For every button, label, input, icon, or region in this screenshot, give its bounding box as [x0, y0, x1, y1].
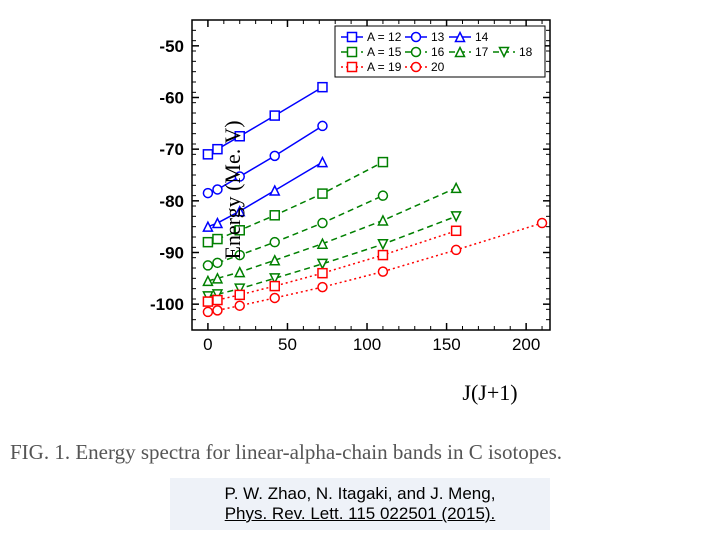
svg-text:A = 15: A = 15 [367, 45, 402, 59]
svg-text:18: 18 [519, 45, 533, 59]
svg-text:20: 20 [431, 60, 445, 74]
svg-text:-80: -80 [159, 192, 184, 211]
citation-authors: P. W. Zhao, N. Itagaki, and J. Meng, [225, 484, 496, 504]
citation-journal: Phys. Rev. Lett. 115 022501 (2015). [225, 504, 496, 524]
svg-text:A = 19: A = 19 [367, 60, 402, 74]
svg-text:-60: -60 [159, 89, 184, 108]
svg-text:200: 200 [512, 335, 540, 354]
citation-box: P. W. Zhao, N. Itagaki, and J. Meng, Phy… [170, 478, 550, 530]
chart-svg: 050100150200-100-90-80-70-60-50A = 12131… [140, 10, 560, 400]
svg-text:150: 150 [432, 335, 460, 354]
svg-text:-100: -100 [150, 295, 184, 314]
svg-text:14: 14 [475, 30, 489, 44]
svg-text:17: 17 [475, 45, 489, 59]
svg-text:-90: -90 [159, 244, 184, 263]
svg-text:16: 16 [431, 45, 445, 59]
svg-text:0: 0 [203, 335, 212, 354]
x-axis-label: J(J+1) [462, 380, 517, 406]
energy-chart: 050100150200-100-90-80-70-60-50A = 12131… [140, 10, 560, 360]
svg-text:100: 100 [353, 335, 381, 354]
svg-text:50: 50 [278, 335, 297, 354]
figure-caption: FIG. 1. Energy spectra for linear-alpha-… [10, 440, 562, 465]
svg-text:-70: -70 [159, 140, 184, 159]
svg-text:A = 12: A = 12 [367, 30, 402, 44]
y-axis-label: Energy (Me. V) [220, 120, 246, 259]
svg-text:-50: -50 [159, 37, 184, 56]
svg-text:13: 13 [431, 30, 445, 44]
